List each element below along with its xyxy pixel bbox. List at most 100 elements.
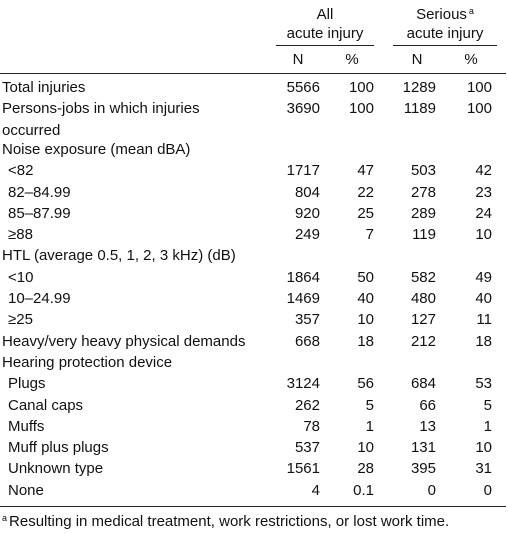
- row-label: Muffs: [8, 417, 45, 435]
- cell-n-all: 357: [294, 311, 320, 329]
- cell-pct-serious: 23: [475, 183, 492, 201]
- cell-pct-all: 100: [348, 79, 374, 96]
- cell-n-serious: 289: [410, 204, 436, 222]
- cell-pct-all: 40: [357, 290, 374, 307]
- group-rule-serious: [393, 45, 497, 46]
- cell-n-all: 668: [294, 332, 320, 350]
- cell-n-serious: 212: [410, 332, 436, 350]
- cell-pct-serious: 40: [475, 290, 492, 307]
- cell-pct-all: 25: [357, 204, 374, 222]
- cell-n-all: 78: [303, 417, 320, 435]
- cell-pct-serious: 18: [475, 332, 492, 350]
- cell-n-all: 3690: [286, 100, 320, 118]
- cell-n-all: 1717: [286, 162, 320, 180]
- row-label-continued: occurred: [2, 121, 61, 139]
- cell-pct-serious: 24: [475, 204, 492, 222]
- group-rule-all: [276, 45, 374, 46]
- group-serious-line2: acute injury: [406, 25, 484, 42]
- cell-pct-all: 28: [357, 460, 374, 478]
- row-label: Plugs: [8, 375, 46, 393]
- footnote: a Resulting in medical treatment, work re…: [2, 513, 508, 530]
- cell-pct-all: 100: [348, 100, 374, 118]
- cell-n-serious: 582: [410, 268, 436, 286]
- cell-n-all: 537: [294, 439, 320, 457]
- row-label: 10–24.99: [8, 290, 71, 307]
- cell-pct-serious: 11: [476, 311, 492, 329]
- cell-pct-all: 47: [357, 162, 374, 180]
- row-label: HTL (average 0.5, 1, 2, 3 kHz) (dB): [2, 247, 236, 265]
- cell-n-serious: 13: [419, 417, 436, 435]
- cell-pct-all: 1: [365, 417, 374, 435]
- row-label: Total injuries: [2, 79, 86, 96]
- row-label: ≥88: [8, 226, 33, 244]
- col-header-pct-all: %: [345, 51, 359, 68]
- cell-n-all: 920: [294, 204, 320, 222]
- group-all-line2: acute injury: [286, 25, 364, 42]
- cell-pct-serious: 1: [483, 417, 492, 435]
- cell-pct-all: 10: [357, 311, 374, 329]
- cell-pct-serious: 100: [466, 79, 492, 96]
- group-serious-line1: Serious a: [416, 6, 474, 23]
- col-header-n-serious: N: [411, 51, 423, 68]
- row-label: Heavy/very heavy physical demands: [2, 332, 246, 350]
- cell-pct-serious: 10: [475, 226, 492, 244]
- cell-n-all: 1561: [286, 460, 320, 478]
- cell-n-all: 1864: [286, 268, 320, 286]
- footnote-marker: a: [2, 513, 8, 523]
- cell-n-all: 3124: [286, 375, 320, 393]
- table-header: All acute injury Serious a acute injury N…: [0, 0, 508, 76]
- cell-n-serious: 66: [419, 396, 436, 414]
- row-label: None: [8, 481, 44, 499]
- cell-n-all: 5566: [286, 79, 320, 96]
- cell-n-all: 1469: [286, 290, 320, 307]
- cell-pct-serious: 10: [475, 439, 492, 457]
- cell-pct-all: 5: [365, 396, 374, 414]
- cell-n-serious: 131: [410, 439, 436, 457]
- cell-pct-all: 10: [357, 439, 374, 457]
- cell-n-serious: 395: [410, 460, 436, 478]
- cell-n-serious: 278: [410, 183, 436, 201]
- cell-pct-serious: 49: [475, 268, 492, 286]
- row-label: Hearing protection device: [2, 353, 173, 371]
- cell-pct-serious: 31: [475, 460, 492, 478]
- cell-n-serious: 119: [412, 226, 436, 244]
- row-label: <82: [8, 162, 34, 180]
- row-label: ≥25: [8, 311, 33, 329]
- row-label: Muff plus plugs: [8, 439, 109, 457]
- cell-n-serious: 127: [410, 311, 436, 329]
- cell-n-serious: 503: [410, 162, 436, 180]
- row-label: 85–87.99: [8, 204, 71, 222]
- cell-pct-all: 56: [357, 375, 374, 393]
- cell-pct-serious: 5: [483, 396, 492, 414]
- row-label: Canal caps: [8, 396, 84, 414]
- cell-pct-serious: 53: [475, 375, 492, 393]
- col-header-pct-serious: %: [464, 51, 478, 68]
- row-label: 82–84.99: [8, 183, 71, 201]
- cell-n-all: 4: [311, 481, 320, 499]
- cell-n-all: 262: [294, 396, 320, 414]
- cell-pct-serious: 100: [466, 100, 492, 118]
- cell-pct-all: 50: [357, 268, 374, 286]
- cell-n-serious: 480: [410, 290, 436, 307]
- cell-pct-serious: 0: [483, 481, 492, 499]
- group-all-line1: All: [316, 6, 334, 23]
- row-label: Persons-jobs in which injuries: [2, 100, 200, 118]
- cell-n-serious: 684: [410, 375, 436, 393]
- table-bottom-rule: [0, 506, 506, 507]
- cell-pct-all: 18: [357, 332, 374, 350]
- cell-pct-all: 0.1: [353, 481, 374, 499]
- cell-pct-all: 7: [365, 226, 374, 244]
- cell-n-serious: 0: [427, 481, 436, 499]
- header-bottom-rule: [0, 73, 506, 74]
- cell-n-all: 804: [294, 183, 320, 201]
- col-header-n-all: N: [292, 51, 304, 68]
- footnote-marker-a: a: [468, 6, 474, 16]
- cell-pct-serious: 42: [475, 162, 492, 180]
- cell-n-all: 249: [294, 226, 320, 244]
- cell-n-serious: 1189: [403, 100, 436, 118]
- row-label: Unknown type: [8, 460, 104, 478]
- cell-pct-all: 22: [357, 183, 374, 201]
- cell-n-serious: 1289: [402, 79, 436, 96]
- row-label: <10: [8, 268, 34, 286]
